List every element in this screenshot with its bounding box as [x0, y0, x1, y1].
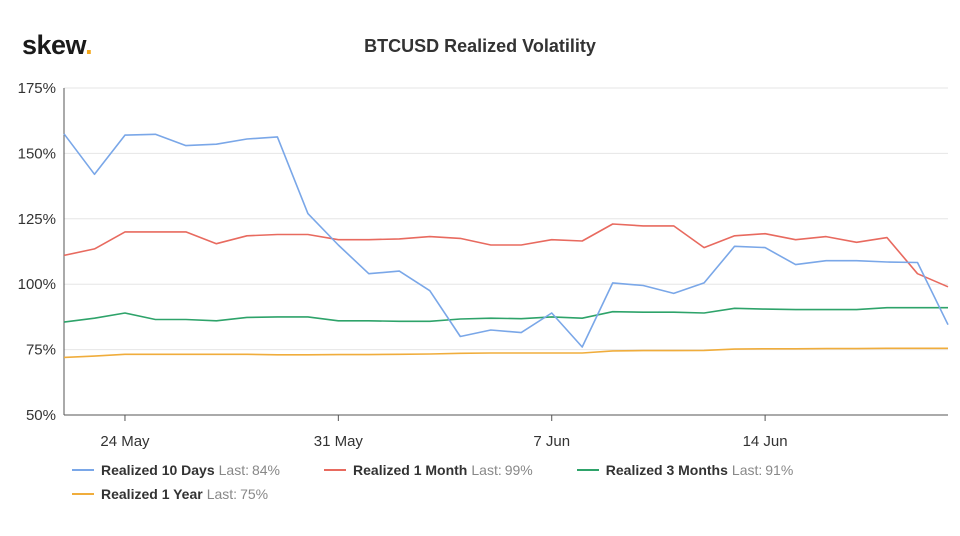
skew-logo: skew. — [22, 30, 93, 61]
legend-name-1m: Realized 1 Month — [353, 462, 468, 478]
y-tick-label: 100% — [18, 276, 56, 293]
y-tick-label: 125% — [18, 211, 56, 228]
legend-swatch-1m — [324, 469, 347, 471]
logo-text: skew — [22, 30, 86, 60]
legend-name-3m: Realized 3 Months — [605, 462, 728, 478]
series-line-realized-1-year — [63, 347, 948, 359]
legend-last-value-3m: 91% — [765, 462, 794, 478]
x-tick-label: 14 Jun — [743, 433, 788, 450]
legend-last-value-1y: 75% — [240, 486, 269, 502]
legend-last-label-1y: Last: — [206, 486, 238, 502]
chart-legend: Realized 10 Days Last: 84% Realized 1 Mo… — [72, 458, 952, 506]
legend-item-1y[interactable]: Realized 1 Year Last: 75% — [72, 486, 268, 502]
legend-last-label-3m: Last: — [731, 462, 763, 478]
legend-last-label-10d: Last: — [218, 462, 249, 478]
legend-row-2: Realized 1 Year Last: 75% — [72, 482, 952, 506]
legend-last-value-10d: 84% — [251, 462, 281, 478]
series-line-realized-3-months — [63, 306, 948, 323]
legend-item-3m[interactable]: Realized 3 Months Last: 91% — [576, 462, 794, 478]
legend-item-10d[interactable]: Realized 10 Days Last: 84% — [72, 462, 280, 478]
x-tick-label: 24 May — [100, 433, 150, 450]
legend-name-10d: Realized 10 Days — [101, 462, 215, 478]
y-tick-label: 50% — [26, 407, 56, 424]
x-tick-label: 7 Jun — [533, 433, 570, 450]
legend-swatch-10d — [72, 469, 94, 471]
chart-title: BTCUSD Realized Volatility — [364, 36, 596, 56]
legend-swatch-3m — [576, 469, 599, 471]
x-tick-label: 31 May — [314, 433, 364, 450]
logo-dot: . — [85, 30, 93, 60]
legend-row-1: Realized 10 Days Last: 84% Realized 1 Mo… — [72, 458, 952, 482]
series-line-realized-1-month — [63, 223, 949, 288]
series-line-realized-10-days — [63, 133, 949, 348]
legend-swatch-1y — [72, 493, 94, 495]
legend-last-value-1m: 99% — [504, 462, 533, 478]
legend-last-label-1m: Last: — [471, 462, 502, 478]
legend-item-1m[interactable]: Realized 1 Month Last: 99% — [324, 462, 533, 478]
legend-name-1y: Realized 1 Year — [101, 486, 203, 502]
y-tick-label: 175% — [18, 80, 56, 97]
y-tick-label: 150% — [18, 145, 56, 162]
y-tick-label: 75% — [26, 342, 56, 359]
